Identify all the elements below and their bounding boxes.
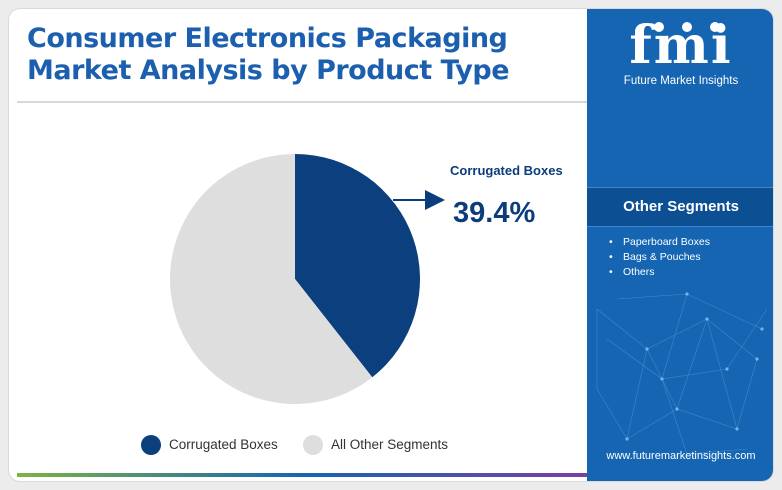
other-segments-list: Paperboard Boxes Bags & Pouches Others bbox=[609, 235, 710, 280]
legend-label-all-other-segments: All Other Segments bbox=[331, 437, 449, 452]
other-segment-item: Paperboard Boxes bbox=[609, 235, 710, 250]
legend-swatch-all-other-segments bbox=[303, 435, 323, 455]
title-line-2: Market Analysis by Product Type bbox=[27, 55, 510, 86]
page-title: Consumer Electronics Packaging Market An… bbox=[27, 23, 577, 87]
fmi-logo: fmi Future Market Insights bbox=[587, 15, 773, 87]
chart-area: Consumer Electronics Packaging Market An… bbox=[9, 9, 587, 481]
callout-label: Corrugated Boxes bbox=[450, 163, 563, 178]
pie-slice-corrugated-boxes bbox=[295, 154, 421, 378]
pie-slice-all-other-segments bbox=[170, 154, 373, 404]
title-line-1: Consumer Electronics Packaging bbox=[27, 23, 508, 54]
network-pattern bbox=[596, 292, 768, 455]
brand-panel: fmi Future Market Insights Other Segment… bbox=[587, 9, 773, 481]
bottom-color-bar bbox=[17, 473, 587, 477]
other-segments-title: Other Segments bbox=[623, 198, 739, 215]
other-segment-item: Bags & Pouches bbox=[609, 250, 710, 265]
infographic-card: Consumer Electronics Packaging Market An… bbox=[8, 8, 774, 482]
website-url: www.futuremarketinsights.com bbox=[606, 450, 756, 462]
pie-chart bbox=[170, 154, 445, 404]
other-segment-item: Others bbox=[609, 265, 710, 280]
legend-swatch-corrugated-boxes bbox=[141, 435, 161, 455]
other-segments-header: Other Segments bbox=[587, 187, 773, 227]
logo-company-name: Future Market Insights bbox=[623, 75, 739, 87]
title-divider bbox=[17, 101, 587, 103]
legend-label-corrugated-boxes: Corrugated Boxes bbox=[169, 437, 278, 452]
pie-slices bbox=[170, 154, 421, 404]
callout-value: 39.4% bbox=[453, 197, 536, 229]
logo-icons bbox=[654, 22, 720, 32]
